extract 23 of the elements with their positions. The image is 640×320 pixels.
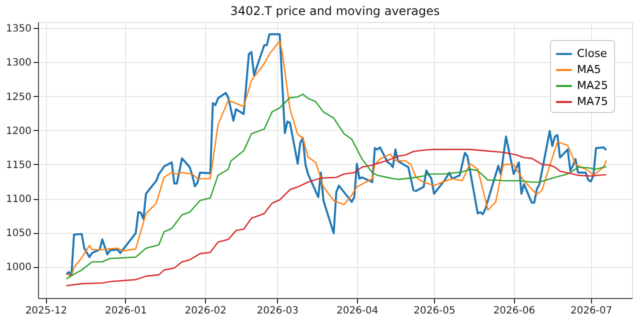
x-tick-label: 2026-05 <box>414 306 456 316</box>
legend-label: MA75 <box>577 95 608 108</box>
y-tick-label: 1350 <box>6 24 32 35</box>
y-tick-label: 1150 <box>6 160 32 171</box>
x-tick-label: 2026-01 <box>105 306 147 316</box>
y-tick-label: 1000 <box>6 262 32 274</box>
y-tick-label: 1250 <box>6 92 32 103</box>
chart-title: 3402.T price and moving averages <box>230 4 440 18</box>
x-tick-label: 2026-02 <box>184 306 227 316</box>
line-series <box>66 94 607 280</box>
x-tick-label: 2026-03 <box>256 306 299 316</box>
y-tick-label: 1300 <box>6 58 32 69</box>
legend-label: MA25 <box>577 79 608 92</box>
y-tick-label: 1100 <box>6 194 32 206</box>
legend-label: MA5 <box>577 63 602 76</box>
y-tick-label: 1200 <box>6 126 32 137</box>
x-tick-label: 2025-12 <box>25 306 68 316</box>
x-tick-label: 2026-04 <box>336 306 378 316</box>
y-tick-label: 1050 <box>6 228 32 240</box>
legend-label: Close <box>577 47 608 60</box>
line-series <box>66 148 607 286</box>
x-tick-label: 2026-07 <box>570 306 612 316</box>
x-tick-label: 2026-06 <box>493 306 536 316</box>
